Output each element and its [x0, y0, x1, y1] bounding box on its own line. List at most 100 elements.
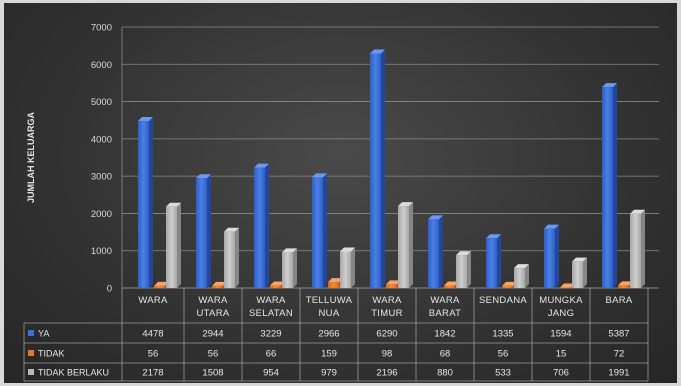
- bar-side: [293, 248, 297, 288]
- bar-front: [618, 285, 629, 288]
- data-label: 6290: [376, 329, 397, 340]
- legend-label: TIDAK: [38, 349, 65, 359]
- data-label: 159: [321, 349, 337, 360]
- bar-tidak-berlaku: [572, 257, 587, 288]
- bar-front: [224, 231, 235, 288]
- bar-top: [370, 49, 385, 54]
- data-label: 2944: [202, 329, 223, 340]
- bar-side: [323, 173, 327, 288]
- x-category-label: TELLUWA: [306, 295, 353, 306]
- x-category-label: WARA: [198, 295, 228, 306]
- data-label: 56: [498, 349, 509, 360]
- bar-front: [212, 285, 223, 288]
- data-label: 98: [382, 349, 393, 360]
- data-label: 66: [266, 349, 277, 360]
- bar-top: [282, 248, 297, 253]
- legend-label: YA: [38, 329, 49, 339]
- data-label: 4478: [142, 329, 163, 340]
- bar-front: [544, 228, 555, 288]
- bar-front: [312, 177, 323, 288]
- data-label: 2196: [376, 368, 397, 379]
- bar-front: [166, 206, 177, 288]
- bar-top: [212, 281, 227, 286]
- bar-side: [235, 227, 239, 288]
- bar-top: [340, 247, 355, 252]
- bar-side: [381, 49, 385, 289]
- bar-front: [486, 238, 497, 288]
- y-tick-label: 7000: [91, 23, 112, 34]
- bar-top: [602, 83, 617, 88]
- bar-top: [514, 264, 529, 269]
- y-tick-label: 2000: [91, 209, 112, 220]
- bar-top: [386, 280, 401, 285]
- x-category-label: UTARA: [197, 308, 230, 319]
- x-category-label: MUNGKA: [539, 295, 583, 306]
- data-label: 3229: [260, 329, 281, 340]
- x-category-label: WARA: [372, 295, 402, 306]
- data-label: 1508: [202, 368, 223, 379]
- legend-key: [28, 350, 34, 356]
- data-label: 1991: [608, 368, 629, 379]
- bar-front: [328, 282, 339, 288]
- bar-side: [583, 257, 587, 288]
- bar-front: [254, 167, 265, 288]
- data-label: 56: [208, 349, 219, 360]
- bar-top: [312, 173, 327, 178]
- bar-ya: [486, 234, 501, 288]
- y-tick-label: 0: [107, 284, 112, 295]
- bar-top: [224, 227, 239, 232]
- bar-front: [138, 121, 149, 288]
- bar-side: [641, 209, 645, 288]
- bar-side: [207, 174, 211, 288]
- bar-ya: [428, 215, 443, 288]
- y-tick-label: 5000: [91, 97, 112, 108]
- data-label: 1335: [492, 329, 513, 340]
- bar-top: [254, 163, 269, 168]
- bar-front: [370, 53, 381, 289]
- x-category-label: WARA: [430, 295, 460, 306]
- data-label: 1594: [550, 329, 571, 340]
- x-category-label: NUA: [319, 308, 340, 319]
- bar-ya: [196, 174, 211, 288]
- bar-tidak-berlaku: [224, 227, 239, 288]
- data-label: 72: [614, 349, 625, 360]
- bar-top: [138, 117, 153, 122]
- bar-front: [154, 285, 165, 288]
- bar-front: [602, 87, 613, 289]
- bar-top: [328, 278, 343, 283]
- data-label: 533: [495, 368, 511, 379]
- bar-tidak-berlaku: [282, 248, 297, 288]
- bar-ya: [138, 117, 153, 288]
- data-label: 2966: [318, 329, 339, 340]
- data-label: 1842: [434, 329, 455, 340]
- bar-top: [502, 281, 517, 286]
- data-label: 68: [440, 349, 451, 360]
- bar-top: [456, 251, 471, 256]
- x-category-label: BARAT: [429, 308, 461, 319]
- bar-ya: [544, 224, 559, 288]
- bar-side: [265, 163, 269, 288]
- chart-frame: 0 1000 2000 3000 4000 5000 6000 7000 JUMLAH KELU…: [4, 3, 677, 383]
- bar-top: [618, 281, 633, 286]
- data-label: 15: [556, 349, 567, 360]
- data-label: 5387: [608, 329, 629, 340]
- bar-front: [560, 287, 571, 288]
- x-category-label: BARA: [605, 295, 632, 306]
- data-label: 2178: [142, 368, 163, 379]
- bar-side: [613, 83, 617, 288]
- bar-front: [456, 255, 467, 288]
- bar-tidak-berlaku: [340, 247, 355, 288]
- bar-tidak-berlaku: [398, 202, 413, 288]
- bar-top: [544, 224, 559, 229]
- bar-front: [282, 252, 293, 288]
- bar-ya: [602, 83, 617, 289]
- legend-key: [28, 330, 34, 336]
- bar-top: [196, 174, 211, 179]
- bar-front: [502, 285, 513, 288]
- bar-top: [486, 234, 501, 239]
- bar-side: [409, 202, 413, 288]
- bar-front: [386, 284, 397, 288]
- x-category-label: SENDANA: [479, 295, 527, 306]
- bar-ya: [370, 49, 385, 289]
- bar-front: [514, 268, 525, 288]
